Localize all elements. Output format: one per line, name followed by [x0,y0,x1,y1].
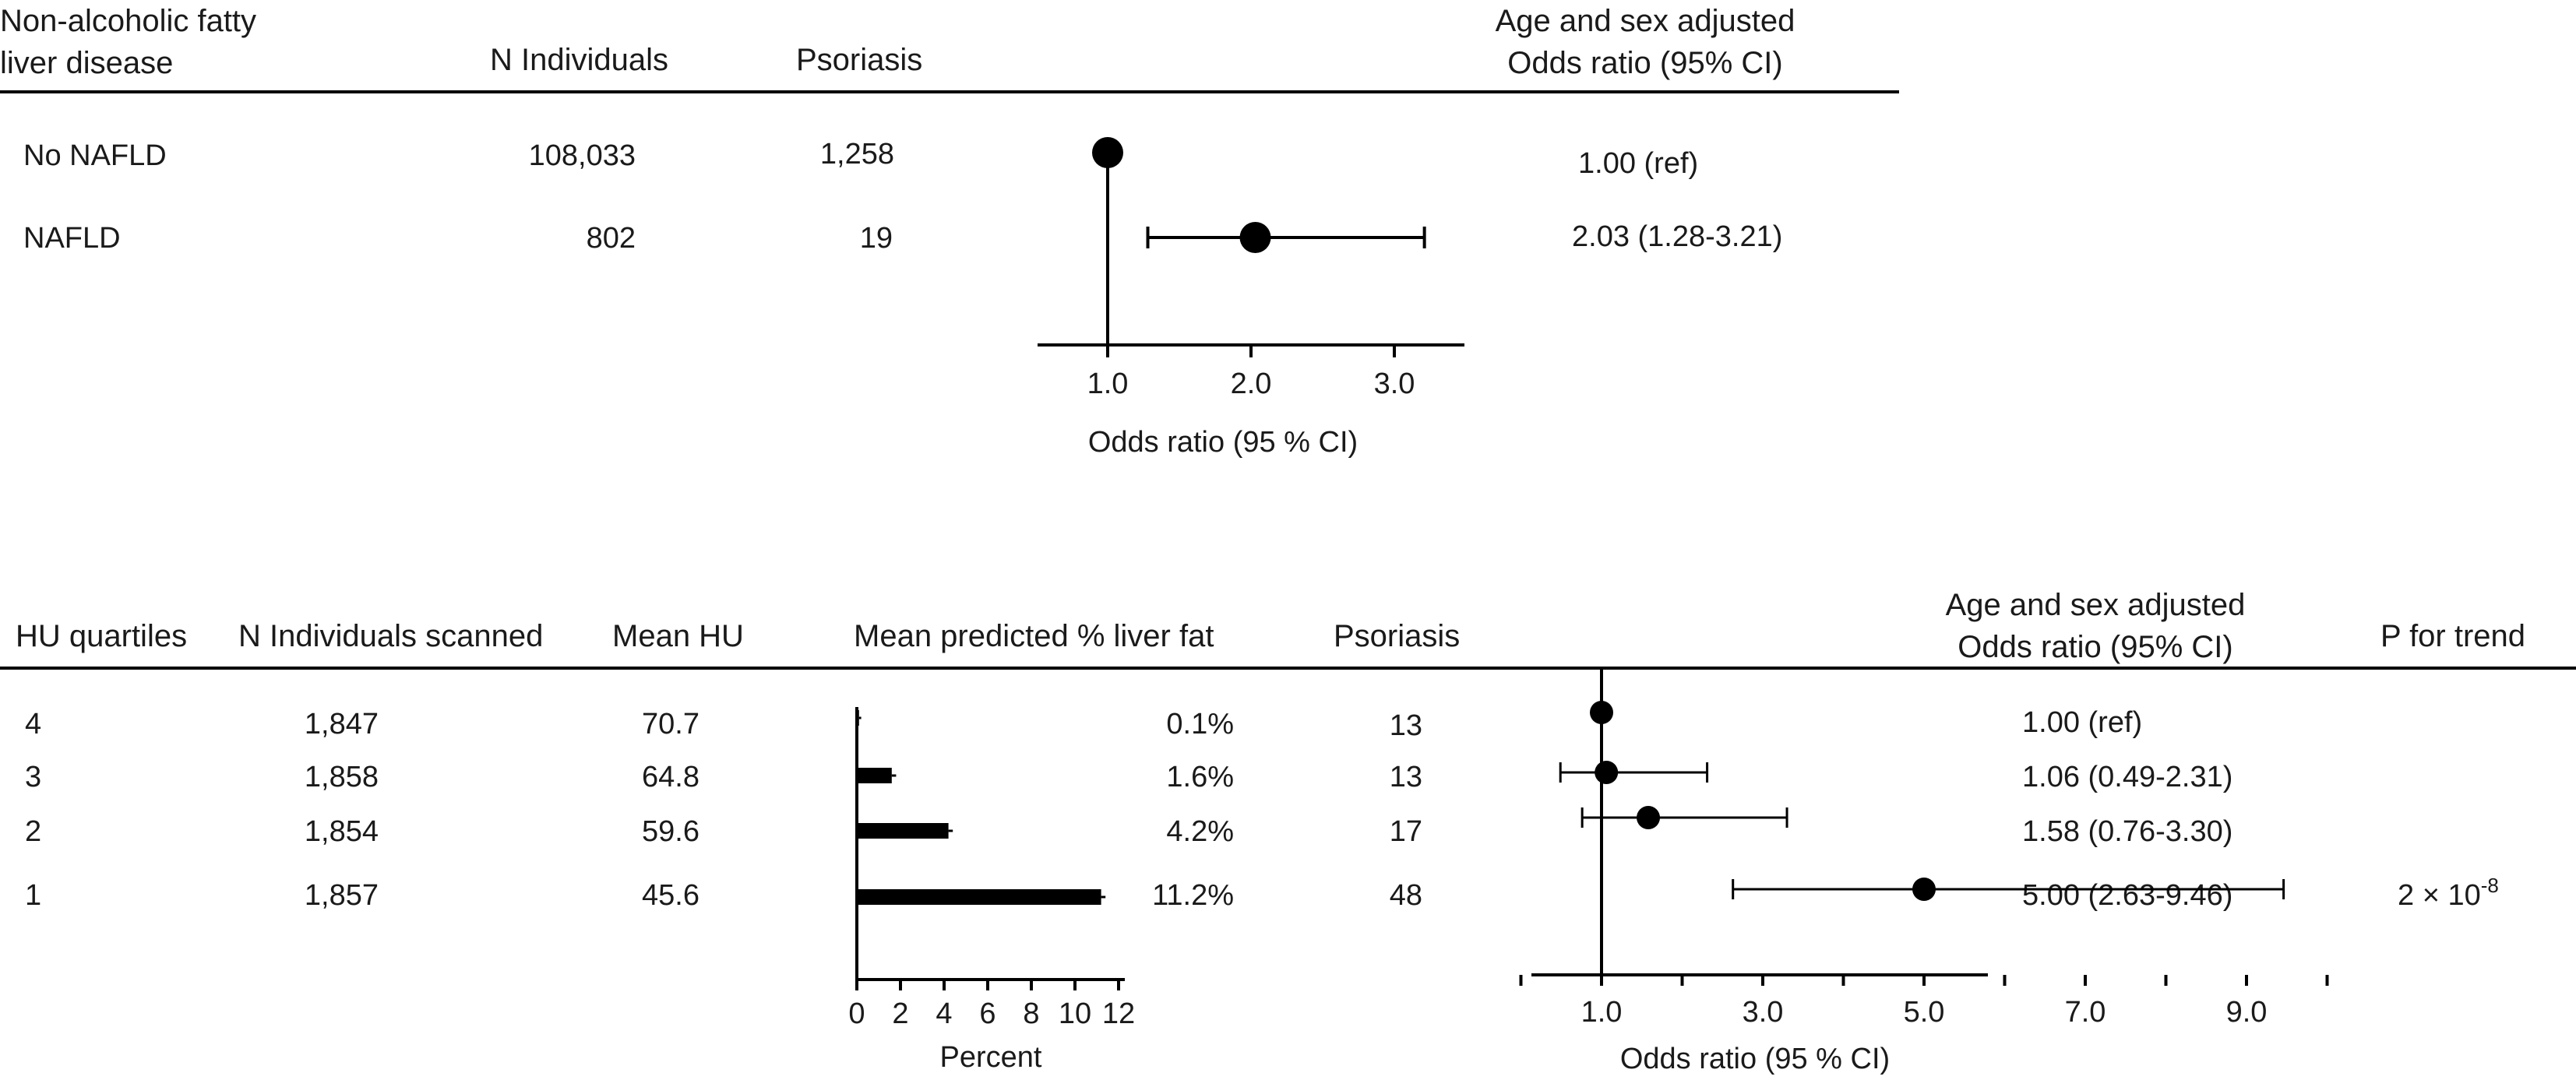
row-liver-fat: 1.6% [1166,761,1234,793]
forest-b-tick-label: 5.0 [1904,996,1945,1029]
row-n-scanned: 1,847 [305,708,379,741]
header-or-line2: Odds ratio (95% CI) [1958,630,2232,664]
forest-a-tick-label: 3.0 [1374,368,1415,400]
row-liver-fat: 11.2% [1152,879,1234,912]
row-psoriasis-count: 19 [860,222,893,255]
row-odds-ratio: 1.00 (ref) [1578,147,1698,180]
forest-b-tick-label: 9.0 [2226,996,2268,1029]
header-exposure-line1: Non-alcoholic fatty [0,4,256,38]
header-liver-fat: Mean predicted % liver fat [854,619,1214,653]
row-n-scanned: 1,858 [305,761,379,793]
table-row: 3 1,858 64.8 1.6% 13 1.06 (0.49-2.31) [25,761,2232,793]
forest-b-point [1637,806,1661,829]
row-psoriasis-count: 13 [1390,709,1422,742]
row-liver-fat: 0.1% [1166,708,1234,741]
bar-tick-label: 12 [1102,997,1135,1030]
forest-a-axis-label: Odds ratio (95 % CI) [1088,426,1358,459]
header-exposure-line2: liver disease [0,46,173,80]
bar-tick-label: 4 [936,997,952,1030]
row-quartile: 4 [25,708,41,741]
bar-tick-label: 10 [1059,997,1091,1030]
row-psoriasis-count: 17 [1390,815,1422,848]
forest-a-point [1239,222,1271,253]
panel-a: Non-alcoholic fatty liver disease N Indi… [0,4,1899,459]
bar-axis-label: Percent [940,1041,1042,1074]
row-mean-hu: 64.8 [642,761,700,793]
row-n-scanned: 1,857 [305,879,379,912]
bar-tick-label: 6 [979,997,996,1030]
forest-b-point [1912,878,1936,901]
row-mean-hu: 70.7 [642,708,700,741]
row-mean-hu: 59.6 [642,815,700,848]
header-or-line2: Odds ratio (95% CI) [1507,46,1782,80]
header-hu-quartiles: HU quartiles [16,619,187,653]
row-liver-fat: 4.2% [1166,815,1234,848]
row-mean-hu: 45.6 [642,879,700,912]
bar-ticks: 0 2 4 6 8 10 12 [848,980,1135,1030]
bar [857,823,949,839]
bar-tick-label: 0 [848,997,865,1030]
table-row: 1 1,857 45.6 11.2% 48 5.00 (2.63-9.46) [25,879,2232,912]
row-odds-ratio: 1.00 (ref) [2022,706,2142,739]
bar-tick-label: 2 [892,997,908,1030]
table-row: 4 1,847 70.7 0.1% 13 1.00 (ref) [25,706,2142,742]
row-odds-ratio: 1.58 (0.76-3.30) [2022,815,2232,848]
forest-a-tick-label: 1.0 [1087,368,1129,400]
forest-b-point [1595,761,1619,784]
forest-b-axis-label: Odds ratio (95 % CI) [1620,1043,1890,1075]
forest-a-ticks: 1.0 2.0 3.0 [1087,345,1415,400]
forest-b-marks [1559,701,2285,901]
forest-b-tick-label: 7.0 [2065,996,2106,1029]
bar-marks [857,710,1106,905]
row-psoriasis-count: 1,258 [820,138,894,171]
row-quartile: 2 [25,815,41,848]
header-psoriasis: Psoriasis [1334,619,1460,653]
p-for-trend-value: 2 × 10-8 [2398,874,2499,912]
bar [857,710,859,726]
forest-b-tick-label: 3.0 [1743,996,1784,1029]
row-odds-ratio: 1.06 (0.49-2.31) [2022,761,2232,793]
bar [857,768,892,783]
header-n-individuals: N Individuals [490,43,668,77]
bar-tick-label: 8 [1023,997,1039,1030]
row-psoriasis-count: 48 [1390,879,1422,912]
bar [857,889,1101,905]
header-mean-hu: Mean HU [612,619,744,653]
row-psoriasis-count: 13 [1390,761,1422,793]
row-n-individuals: 802 [587,222,636,255]
forest-a-marks [1092,137,1426,253]
header-psoriasis: Psoriasis [796,43,922,77]
row-label: No NAFLD [23,139,167,172]
row-n-individuals: 108,033 [529,139,636,172]
table-row: 2 1,854 59.6 4.2% 17 1.58 (0.76-3.30) [25,815,2232,848]
p-trend-base: 2 × 10 [2398,879,2481,912]
header-or-line1: Age and sex adjusted [1946,588,2246,622]
row-quartile: 1 [25,879,41,912]
forest-b-tick-label: 1.0 [1581,996,1623,1029]
row-odds-ratio: 5.00 (2.63-9.46) [2022,879,2232,912]
row-odds-ratio: 2.03 (1.28-3.21) [1572,220,1782,253]
forest-b-ticks: 1.0 3.0 5.0 7.0 9.0 [1519,975,2329,1029]
header-or-line1: Age and sex adjusted [1496,4,1795,38]
forest-a-point [1092,137,1123,168]
header-n-scanned: N Individuals scanned [238,619,543,653]
forest-a-tick-label: 2.0 [1231,368,1272,400]
row-label: NAFLD [23,222,121,255]
row-n-scanned: 1,854 [305,815,379,848]
forest-b-point [1590,701,1613,724]
p-trend-exponent: -8 [2481,874,2499,897]
header-p-trend: P for trend [2380,619,2525,653]
row-quartile: 3 [25,761,41,793]
